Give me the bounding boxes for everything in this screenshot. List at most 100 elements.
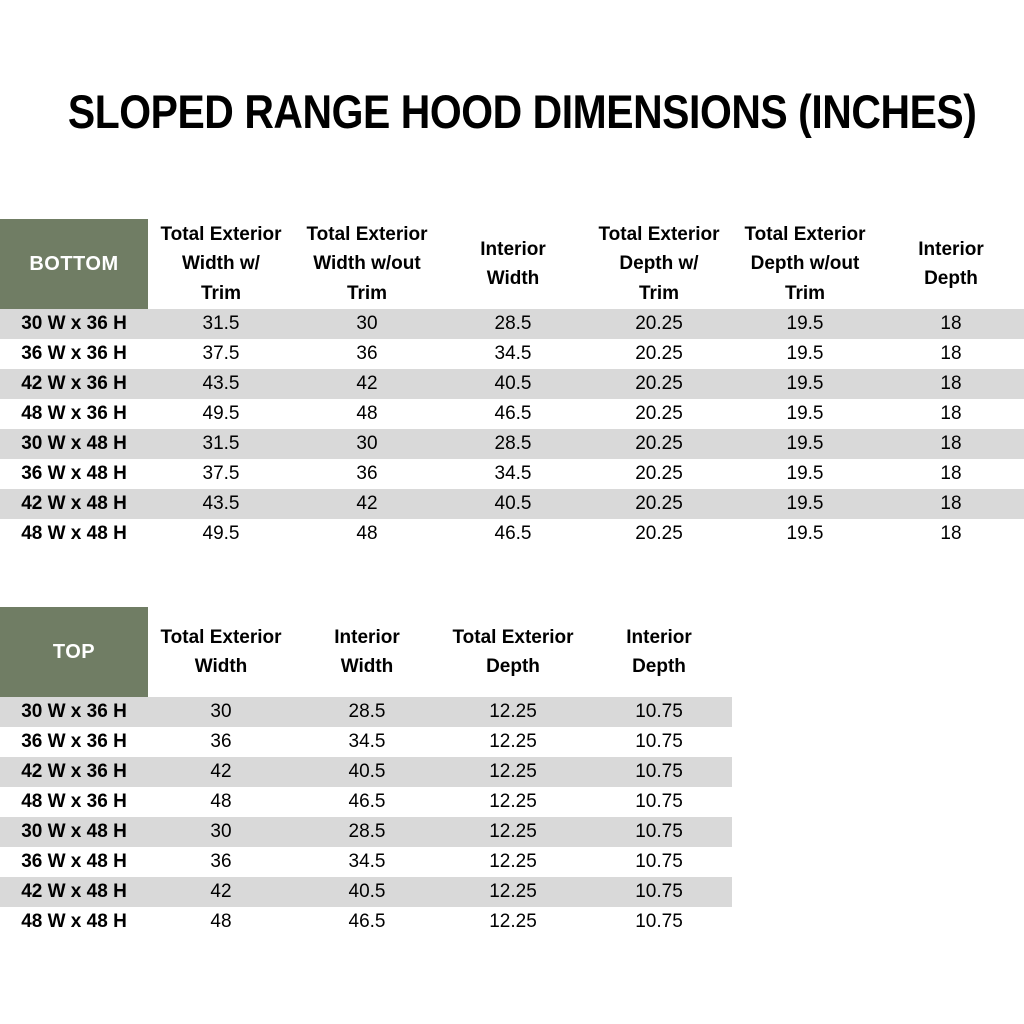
table-row: 48 W x 48 H 49.5 48 46.5 20.25 19.5 18: [0, 519, 1024, 549]
cell-value: 10.75: [635, 821, 683, 842]
cell-value: 48: [210, 791, 232, 812]
cell-value: 36: [356, 343, 378, 364]
row-label: 42 W x 36 H: [21, 761, 127, 782]
cell-value: 18: [940, 403, 962, 424]
cell-value: 34.5: [348, 851, 386, 872]
column-header: Total Exterior Width w/ Trim: [160, 224, 282, 304]
row-label: 30 W x 48 H: [21, 821, 127, 842]
column-header: Interior Depth: [918, 238, 984, 289]
cell-value: 30: [210, 701, 232, 722]
table-row: 42 W x 36 H 42 40.5 12.25 10.75: [0, 757, 732, 787]
table-row: 30 W x 36 H 30 28.5 12.25 10.75: [0, 697, 732, 727]
cell-value: 49.5: [202, 523, 240, 544]
row-label: 36 W x 36 H: [21, 731, 127, 752]
cell-value: 19.5: [786, 523, 824, 544]
cell-value: 28.5: [494, 433, 532, 454]
cell-value: 19.5: [786, 463, 824, 484]
cell-value: 49.5: [202, 403, 240, 424]
cell-value: 10.75: [635, 851, 683, 872]
cell-value: 12.25: [489, 791, 537, 812]
cell-value: 20.25: [635, 313, 683, 334]
table-row: 42 W x 36 H 43.5 42 40.5 20.25 19.5 18: [0, 369, 1024, 399]
cell-value: 10.75: [635, 761, 683, 782]
table-header-row-top: TOP Total Exterior Width Interior Width Tot…: [0, 607, 732, 697]
cell-value: 34.5: [494, 463, 532, 484]
cell-value: 18: [940, 343, 962, 364]
cell-value: 20.25: [635, 463, 683, 484]
cell-value: 20.25: [635, 493, 683, 514]
cell-value: 12.25: [489, 911, 537, 932]
corner-label-top: TOP: [0, 607, 148, 697]
cell-value: 20.25: [635, 343, 683, 364]
cell-value: 37.5: [202, 343, 240, 364]
column-header: Total Exterior Width w/out Trim: [306, 224, 428, 304]
table-header-row-bottom: BOTTOM Total Exterior Width w/ Trim Total …: [0, 219, 1024, 309]
cell-value: 40.5: [494, 373, 532, 394]
cell-value: 12.25: [489, 881, 537, 902]
cell-value: 18: [940, 373, 962, 394]
table-row: 42 W x 48 H 43.5 42 40.5 20.25 19.5 18: [0, 489, 1024, 519]
cell-value: 48: [356, 403, 378, 424]
cell-value: 20.25: [635, 403, 683, 424]
row-label: 36 W x 48 H: [21, 463, 127, 484]
cell-value: 19.5: [786, 403, 824, 424]
cell-value: 30: [210, 821, 232, 842]
cell-value: 36: [356, 463, 378, 484]
cell-value: 20.25: [635, 433, 683, 454]
cell-value: 20.25: [635, 523, 683, 544]
row-label: 48 W x 36 H: [21, 403, 127, 424]
row-label: 48 W x 48 H: [21, 523, 127, 544]
cell-value: 42: [210, 761, 232, 782]
cell-value: 19.5: [786, 493, 824, 514]
cell-value: 48: [356, 523, 378, 544]
row-label: 42 W x 36 H: [21, 373, 127, 394]
cell-value: 20.25: [635, 373, 683, 394]
cell-value: 12.25: [489, 731, 537, 752]
cell-value: 10.75: [635, 791, 683, 812]
column-header: Interior Width: [334, 626, 400, 677]
cell-value: 10.75: [635, 911, 683, 932]
table-row: 48 W x 48 H 48 46.5 12.25 10.75: [0, 907, 732, 937]
top-dimensions-table: TOP Total Exterior Width Interior Width Tot…: [0, 607, 732, 937]
table-row: 48 W x 36 H 49.5 48 46.5 20.25 19.5 18: [0, 399, 1024, 429]
table-row: 30 W x 48 H 31.5 30 28.5 20.25 19.5 18: [0, 429, 1024, 459]
cell-value: 19.5: [786, 433, 824, 454]
column-header: Interior Depth: [626, 626, 692, 677]
cell-value: 40.5: [348, 761, 386, 782]
table-row: 36 W x 36 H 36 34.5 12.25 10.75: [0, 727, 732, 757]
cell-value: 36: [210, 731, 232, 752]
cell-value: 12.25: [489, 821, 537, 842]
cell-value: 19.5: [786, 343, 824, 364]
table-row: 30 W x 36 H 31.5 30 28.5 20.25 19.5 18: [0, 309, 1024, 339]
column-header: Interior Width: [480, 238, 546, 289]
cell-value: 28.5: [494, 313, 532, 334]
cell-value: 42: [356, 373, 378, 394]
row-label: 48 W x 48 H: [21, 911, 127, 932]
cell-value: 30: [356, 433, 378, 454]
cell-value: 19.5: [786, 373, 824, 394]
row-label: 48 W x 36 H: [21, 791, 127, 812]
table-row: 36 W x 48 H 36 34.5 12.25 10.75: [0, 847, 732, 877]
cell-value: 43.5: [202, 373, 240, 394]
cell-value: 46.5: [348, 911, 386, 932]
column-header: Total Exterior Depth w/out Trim: [744, 224, 866, 304]
cell-value: 37.5: [202, 463, 240, 484]
row-label: 42 W x 48 H: [21, 493, 127, 514]
row-label: 42 W x 48 H: [21, 881, 127, 902]
cell-value: 18: [940, 463, 962, 484]
row-label: 30 W x 36 H: [21, 701, 127, 722]
cell-value: 31.5: [202, 433, 240, 454]
page-title: SLOPED RANGE HOOD DIMENSIONS (INCHES): [0, 84, 1024, 139]
cell-value: 43.5: [202, 493, 240, 514]
cell-value: 12.25: [489, 701, 537, 722]
row-label: 30 W x 36 H: [21, 313, 127, 334]
table-row: 36 W x 48 H 37.5 36 34.5 20.25 19.5 18: [0, 459, 1024, 489]
cell-value: 40.5: [494, 493, 532, 514]
cell-value: 42: [356, 493, 378, 514]
cell-value: 46.5: [348, 791, 386, 812]
column-header: Total Exterior Depth: [452, 626, 574, 677]
cell-value: 40.5: [348, 881, 386, 902]
table-row: 30 W x 48 H 30 28.5 12.25 10.75: [0, 817, 732, 847]
cell-value: 18: [940, 313, 962, 334]
cell-value: 12.25: [489, 761, 537, 782]
